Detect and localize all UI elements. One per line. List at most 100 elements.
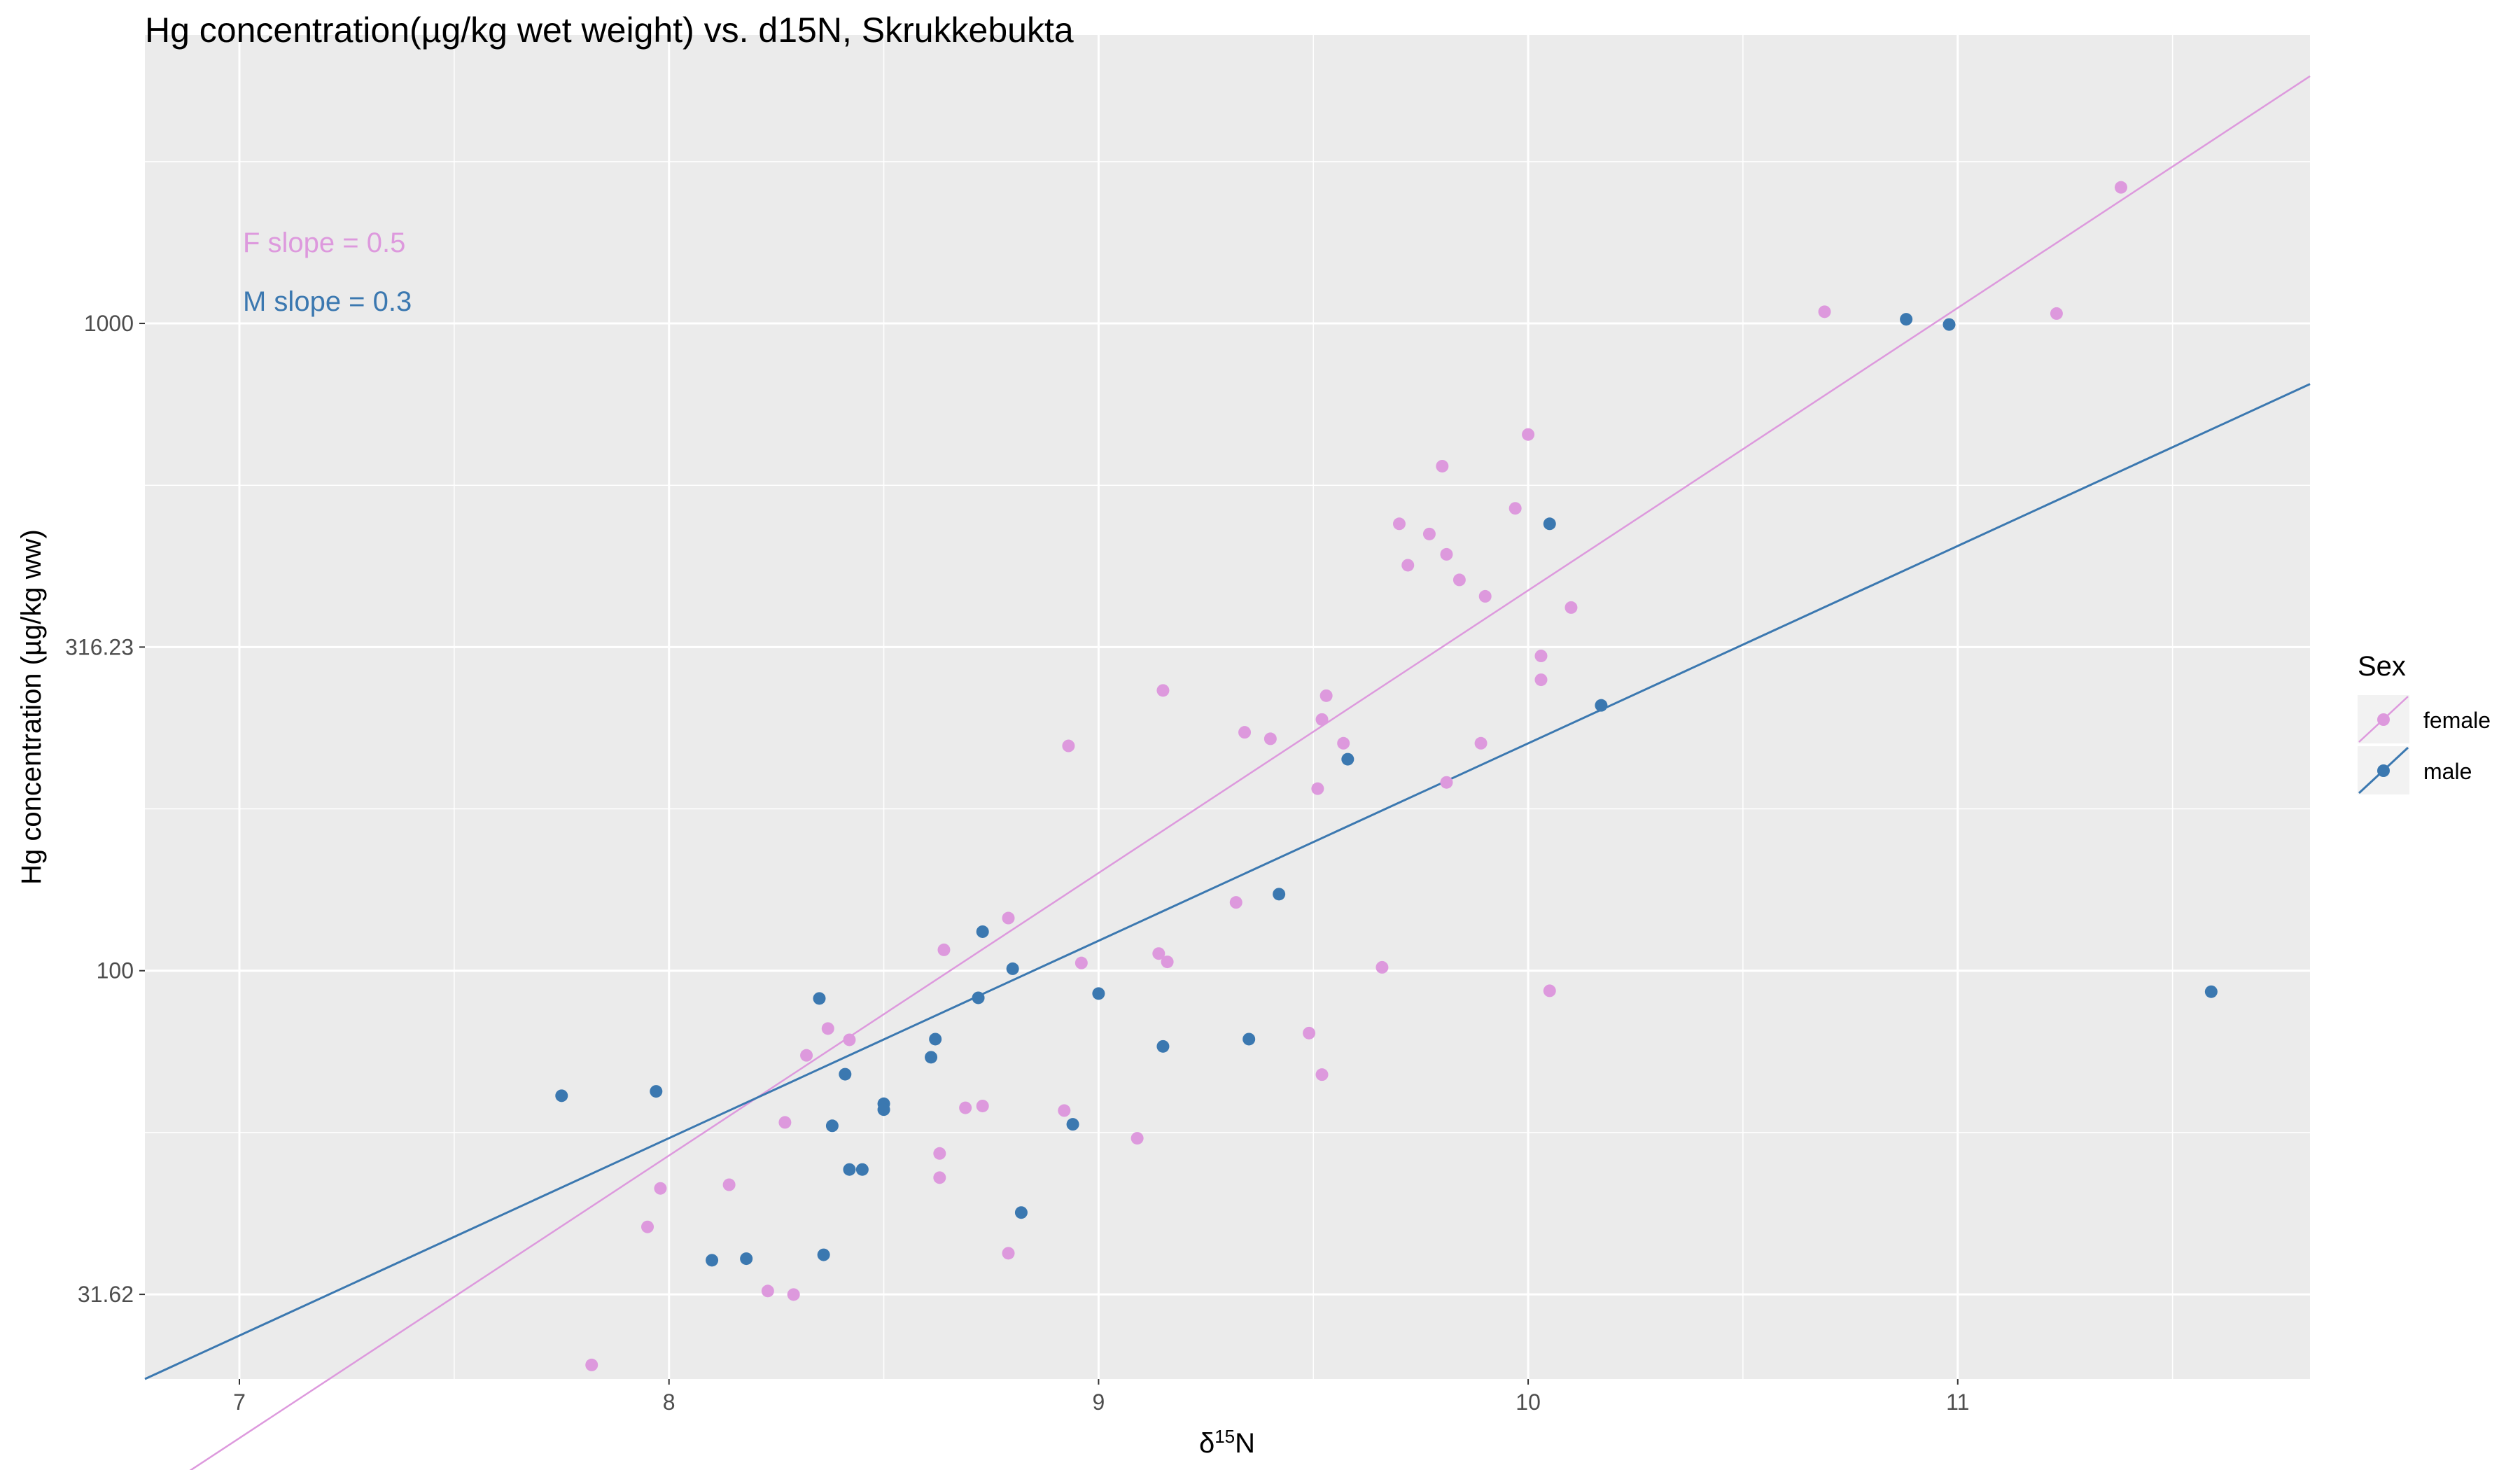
fit-line-male bbox=[144, 383, 2311, 1380]
x-axis-label-sup: 15 bbox=[1214, 1426, 1235, 1447]
data-point-male bbox=[877, 1103, 890, 1116]
data-point-female bbox=[1401, 559, 1415, 572]
data-point-female bbox=[1436, 459, 1449, 472]
legend-label-male: male bbox=[2423, 759, 2472, 784]
data-point-female bbox=[1152, 947, 1166, 960]
x-axis-label: δ15N bbox=[1199, 1426, 1255, 1459]
data-point-female bbox=[1392, 517, 1406, 531]
x-tick-label: 7 bbox=[233, 1390, 246, 1415]
data-point-male bbox=[1156, 1040, 1170, 1053]
data-point-male bbox=[1092, 987, 1105, 1000]
data-point-female bbox=[1058, 1104, 1071, 1117]
data-point-male bbox=[843, 1163, 856, 1176]
data-point-female bbox=[1440, 547, 1453, 561]
data-point-female bbox=[1303, 1026, 1316, 1040]
data-point-female bbox=[761, 1284, 774, 1298]
data-point-male bbox=[976, 925, 989, 938]
data-point-male bbox=[1543, 517, 1556, 531]
data-point-female bbox=[654, 1182, 667, 1195]
data-point-female bbox=[933, 1147, 946, 1160]
y-axis-label: Hg concentration (µg/kg ww) bbox=[16, 529, 47, 885]
legend-title: Sex bbox=[2358, 651, 2406, 682]
data-point-female bbox=[1534, 650, 1548, 663]
y-tick-label: 1000 bbox=[84, 311, 134, 336]
data-point-male bbox=[1341, 752, 1354, 766]
data-point-male bbox=[740, 1252, 753, 1266]
data-point-female bbox=[1002, 1247, 1015, 1260]
y-tick-label: 100 bbox=[97, 958, 134, 983]
x-tick-label: 8 bbox=[663, 1390, 676, 1415]
data-point-male bbox=[1006, 962, 1019, 975]
data-point-female bbox=[1074, 956, 1088, 969]
fit-lines bbox=[144, 75, 2311, 1470]
data-point-female bbox=[1818, 305, 1831, 318]
data-point-female bbox=[1508, 502, 1522, 515]
legend-key-female-point bbox=[2377, 713, 2390, 726]
data-point-male bbox=[972, 991, 985, 1004]
legend-key-male-point bbox=[2377, 764, 2390, 777]
data-point-female bbox=[1315, 1068, 1329, 1082]
data-point-female bbox=[1315, 713, 1329, 726]
data-point-male bbox=[1273, 888, 1286, 901]
data-point-female bbox=[1522, 428, 1535, 441]
data-point-female bbox=[959, 1101, 972, 1114]
data-point-female bbox=[1440, 776, 1453, 789]
data-point-female bbox=[585, 1358, 598, 1371]
minor-y-gridlines bbox=[145, 161, 2310, 1133]
data-point-female bbox=[1376, 960, 1389, 974]
data-point-male bbox=[929, 1032, 942, 1046]
data-point-male bbox=[1014, 1206, 1028, 1219]
data-point-male bbox=[1900, 313, 1913, 326]
legend: Sex female male bbox=[2358, 651, 2491, 794]
data-point-female bbox=[787, 1288, 800, 1301]
chart-title: Hg concentration(µg/kg wet weight) vs. d… bbox=[145, 10, 1074, 50]
male-slope-annotation: M slope = 0.3 bbox=[243, 286, 412, 317]
data-point-female bbox=[1062, 739, 1075, 752]
data-point-female bbox=[800, 1049, 813, 1062]
fit-line-female bbox=[189, 75, 2311, 1470]
data-point-female bbox=[1161, 955, 1174, 969]
x-tick-label: 9 bbox=[1092, 1390, 1105, 1415]
data-point-female bbox=[933, 1171, 946, 1184]
data-point-female bbox=[1156, 684, 1170, 697]
data-point-female bbox=[1452, 573, 1466, 587]
data-point-male bbox=[839, 1068, 852, 1081]
data-point-male bbox=[1066, 1118, 1079, 1131]
data-point-female bbox=[1320, 689, 1333, 702]
data-point-female bbox=[1543, 984, 1556, 997]
female-slope-annotation: F slope = 0.5 bbox=[243, 227, 405, 258]
data-point-male bbox=[813, 992, 826, 1005]
data-point-male bbox=[555, 1089, 568, 1102]
data-point-male bbox=[817, 1248, 830, 1261]
legend-label-female: female bbox=[2423, 708, 2491, 733]
data-point-female bbox=[1264, 732, 1277, 746]
data-point-female bbox=[2114, 181, 2127, 194]
x-tick-label: 11 bbox=[1946, 1390, 1969, 1415]
y-tick-label: 31.62 bbox=[78, 1282, 134, 1307]
data-point-male bbox=[825, 1119, 839, 1133]
y-tick-label: 316.23 bbox=[65, 634, 134, 659]
data-point-female bbox=[1130, 1132, 1144, 1145]
data-point-female bbox=[937, 943, 951, 956]
data-point-male bbox=[706, 1254, 719, 1267]
plot-panel bbox=[145, 35, 2310, 1379]
data-point-male bbox=[650, 1085, 663, 1098]
data-point-female bbox=[1564, 601, 1578, 614]
data-point-female bbox=[2050, 307, 2063, 320]
x-tick-label: 10 bbox=[1516, 1390, 1541, 1415]
data-point-male bbox=[2204, 985, 2218, 998]
data-point-female bbox=[1337, 736, 1350, 750]
data-points bbox=[555, 181, 2218, 1371]
data-point-female bbox=[778, 1116, 792, 1129]
data-point-female bbox=[821, 1022, 834, 1035]
data-point-male bbox=[1595, 699, 1608, 712]
data-point-female bbox=[1474, 736, 1488, 750]
data-point-female bbox=[976, 1099, 989, 1112]
data-point-male bbox=[1942, 318, 1956, 331]
x-axis-label-tail: N bbox=[1235, 1428, 1255, 1459]
data-point-female bbox=[1422, 527, 1436, 540]
data-point-male bbox=[925, 1051, 938, 1064]
minor-x-gridlines bbox=[454, 35, 2174, 1379]
data-point-female bbox=[843, 1033, 856, 1046]
